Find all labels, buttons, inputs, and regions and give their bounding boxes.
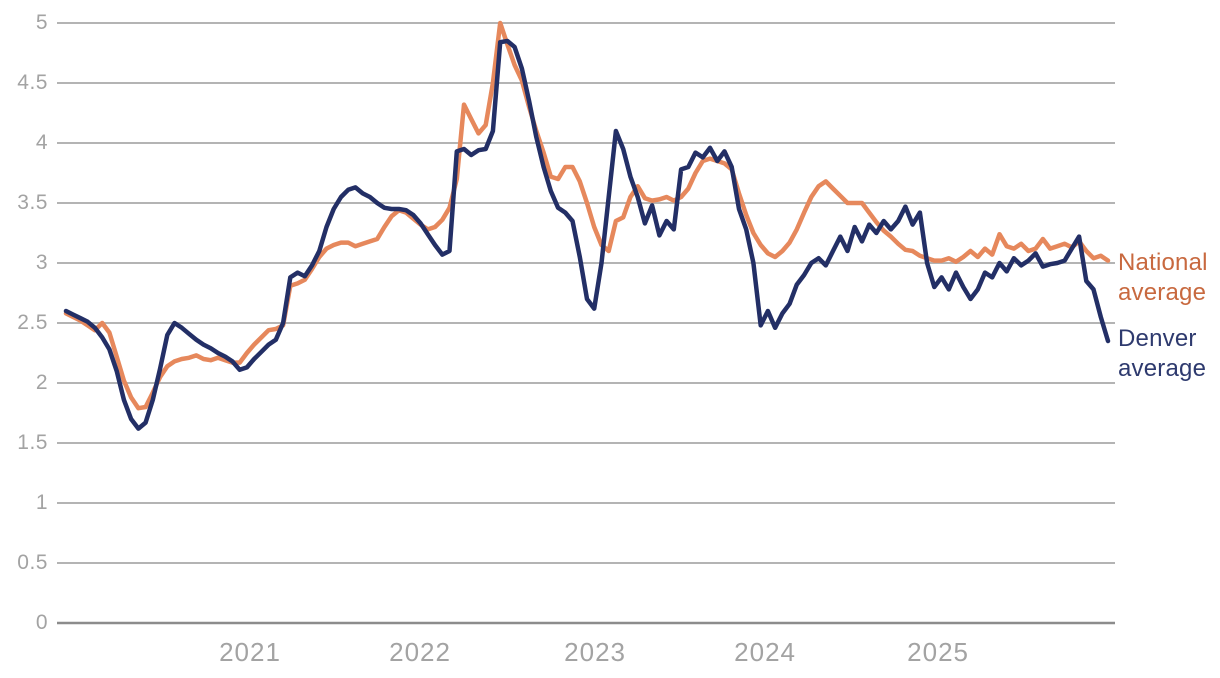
national-average-line (63, 20, 1111, 411)
y-axis-tick-label: 0.5 (17, 551, 48, 574)
y-axis-tick-label: 0 (35, 611, 48, 634)
denver-average-line (63, 38, 1111, 431)
y-axis-tick-label: 2.5 (17, 311, 48, 334)
x-axis-tick-label: 2024 (734, 637, 796, 667)
y-axis-tick-label: 3.5 (17, 191, 48, 214)
y-axis-tick-label: 3 (35, 251, 48, 274)
y-axis-tick-label: 1.5 (17, 431, 48, 454)
y-axis-tick-label: 4.5 (17, 71, 48, 94)
x-axis-tick-label: 2025 (907, 637, 970, 667)
legend-denver-average: Denver average (1118, 325, 1207, 382)
y-axis-tick-label: 5 (35, 11, 48, 34)
y-axis-tick-label: 1 (35, 491, 48, 514)
x-axis-tick-label: 2022 (389, 637, 451, 667)
x-axis-tick-label: 2021 (219, 637, 281, 667)
legend-national-average: National average (1118, 249, 1208, 306)
x-axis-tick-label: 2023 (564, 637, 627, 667)
y-axis-tick-label: 2 (35, 371, 48, 394)
y-axis-tick-label: 4 (35, 131, 48, 154)
